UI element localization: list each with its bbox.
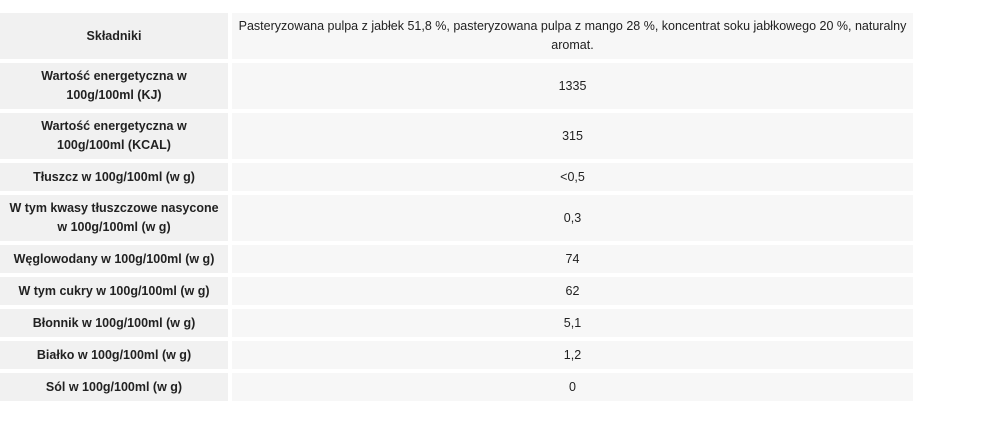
row-label-protein: Białko w 100g/100ml (w g) — [0, 341, 228, 369]
nutrition-table: Składniki Pasteryzowana pulpa z jabłek 5… — [0, 13, 913, 405]
table-row-energy-kcal: Wartość energetyczna w 100g/100ml (KCAL)… — [0, 113, 913, 159]
row-label-ingredients: Składniki — [0, 13, 228, 59]
row-value-protein: 1,2 — [232, 341, 913, 369]
row-label-fiber: Błonnik w 100g/100ml (w g) — [0, 309, 228, 337]
row-value-sugars: 62 — [232, 277, 913, 305]
table-row-salt: Sól w 100g/100ml (w g) 0 — [0, 373, 913, 401]
row-value-energy-kcal: 315 — [232, 113, 913, 159]
table-row-sugars: W tym cukry w 100g/100ml (w g) 62 — [0, 277, 913, 305]
row-label-saturated-fat: W tym kwasy tłuszczowe nasycone w 100g/1… — [0, 195, 228, 241]
row-label-sugars: W tym cukry w 100g/100ml (w g) — [0, 277, 228, 305]
row-label-energy-kcal: Wartość energetyczna w 100g/100ml (KCAL) — [0, 113, 228, 159]
row-label-energy-kj: Wartość energetyczna w 100g/100ml (KJ) — [0, 63, 228, 109]
table-row-protein: Białko w 100g/100ml (w g) 1,2 — [0, 341, 913, 369]
row-label-salt: Sól w 100g/100ml (w g) — [0, 373, 228, 401]
row-label-fat: Tłuszcz w 100g/100ml (w g) — [0, 163, 228, 191]
row-label-carbohydrates: Węglowodany w 100g/100ml (w g) — [0, 245, 228, 273]
row-value-energy-kj: 1335 — [232, 63, 913, 109]
row-value-saturated-fat: 0,3 — [232, 195, 913, 241]
row-value-ingredients: Pasteryzowana pulpa z jabłek 51,8 %, pas… — [232, 13, 913, 59]
row-value-carbohydrates: 74 — [232, 245, 913, 273]
table-row-saturated-fat: W tym kwasy tłuszczowe nasycone w 100g/1… — [0, 195, 913, 241]
row-value-fiber: 5,1 — [232, 309, 913, 337]
row-value-fat: <0,5 — [232, 163, 913, 191]
table-row-energy-kj: Wartość energetyczna w 100g/100ml (KJ) 1… — [0, 63, 913, 109]
row-value-salt: 0 — [232, 373, 913, 401]
table-row-fat: Tłuszcz w 100g/100ml (w g) <0,5 — [0, 163, 913, 191]
table-row-carbohydrates: Węglowodany w 100g/100ml (w g) 74 — [0, 245, 913, 273]
table-row-fiber: Błonnik w 100g/100ml (w g) 5,1 — [0, 309, 913, 337]
table-row-ingredients: Składniki Pasteryzowana pulpa z jabłek 5… — [0, 13, 913, 59]
